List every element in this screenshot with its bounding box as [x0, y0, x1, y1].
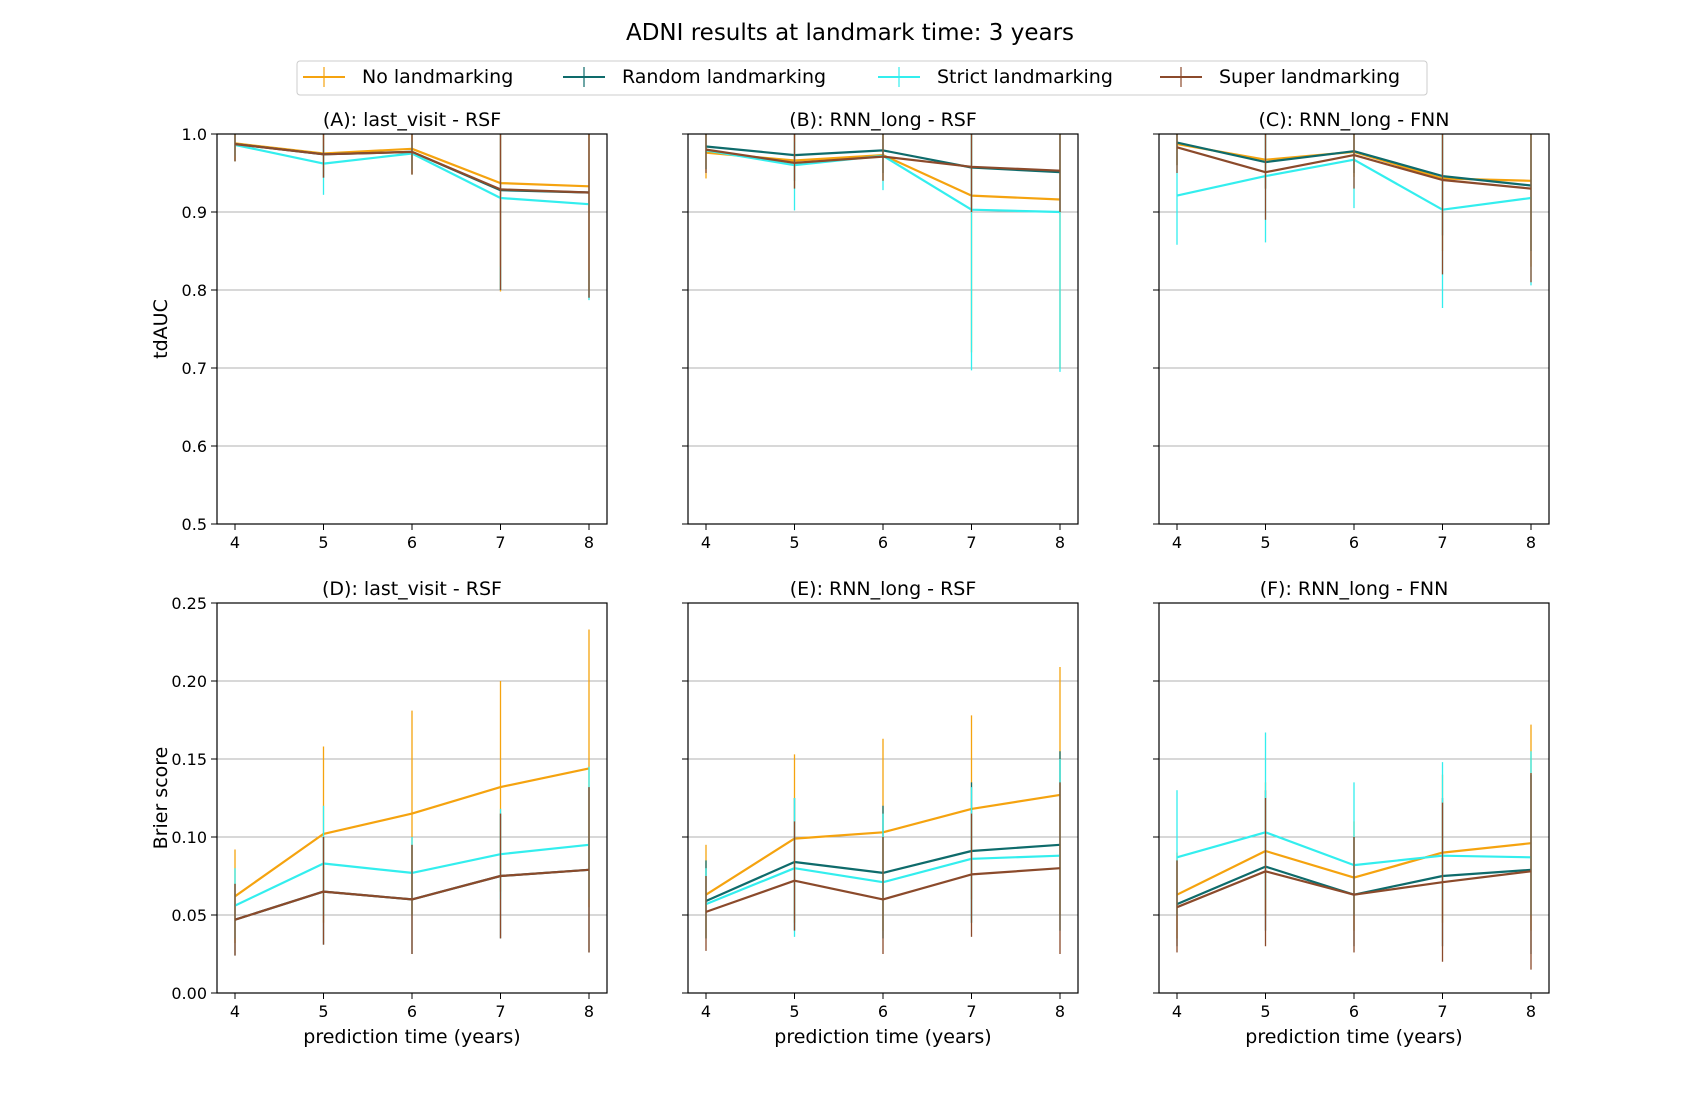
x-tick-label: 6	[1349, 1002, 1359, 1021]
series	[705, 782, 1061, 954]
x-tick-label: 6	[878, 1002, 888, 1021]
x-tick-label: 5	[318, 533, 328, 552]
y-tick-label: 0.00	[171, 984, 207, 1003]
x-tick-label: 8	[1526, 1002, 1536, 1021]
y-axis-label: Brier score	[150, 747, 172, 850]
x-tick-label: 4	[1172, 533, 1182, 552]
y-tick-label: 0.5	[182, 515, 207, 534]
x-tick-label: 7	[966, 533, 976, 552]
series	[1176, 134, 1532, 283]
x-tick-label: 5	[789, 1002, 799, 1021]
legend-item: No landmarking	[303, 66, 513, 88]
axes-frame	[216, 133, 608, 525]
x-tick-label: 5	[318, 1002, 328, 1021]
chart-panel: 4 5 6 7 8 (C): RNN_long - FNN	[1153, 109, 1550, 552]
y-tick-label: 0.9	[182, 203, 207, 222]
x-tick-label: 5	[789, 533, 799, 552]
panel-title: (C): RNN_long - FNN	[1259, 109, 1450, 131]
chart-panel: 0.00 0.05 0.10 0.15 0.20 0.25 4 5 6 7 8 (D): last_v…	[150, 578, 608, 1048]
x-axis-label: prediction time (years)	[303, 1026, 520, 1048]
axes-frame	[687, 133, 1079, 525]
panel-title: (D): last_visit - RSF	[322, 578, 502, 600]
series	[705, 134, 1061, 212]
panel-title: (A): last_visit - RSF	[323, 109, 501, 131]
y-tick-label: 0.25	[171, 594, 207, 613]
y-tick-label: 0.15	[171, 750, 207, 769]
y-tick-label: 0.05	[171, 906, 207, 925]
x-tick-label: 4	[230, 533, 240, 552]
x-tick-label: 8	[1055, 1002, 1065, 1021]
chart-panel: 4 5 6 7 8 (B): RNN_long - RSF	[682, 109, 1079, 552]
figure-title: ADNI results at landmark time: 3 years	[626, 20, 1074, 46]
series	[234, 787, 590, 956]
x-tick-label: 8	[584, 533, 594, 552]
y-axis-label: tdAUC	[150, 299, 172, 359]
legend-item: Super landmarking	[1160, 66, 1400, 88]
chart-panel: 4 5 6 7 8 (F): RNN_long - FNN prediction time …	[1153, 578, 1550, 1048]
axes-frame	[1158, 602, 1550, 994]
x-tick-label: 6	[1349, 533, 1359, 552]
series-line	[234, 143, 590, 194]
chart-panel: 0.5 0.6 0.7 0.8 0.9 1.0 4 5 6 7 8 (A): last_visit -…	[150, 109, 608, 552]
panel-title: (F): RNN_long - FNN	[1260, 578, 1449, 600]
axes-frame	[1158, 133, 1550, 525]
x-tick-label: 8	[584, 1002, 594, 1021]
y-tick-label: 0.6	[182, 437, 207, 456]
series	[234, 134, 590, 298]
y-tick-label: 0.10	[171, 828, 207, 847]
panel-title: (B): RNN_long - RSF	[789, 109, 977, 131]
y-tick-label: 0.8	[182, 281, 207, 300]
x-tick-label: 6	[407, 1002, 417, 1021]
x-tick-label: 6	[878, 533, 888, 552]
x-tick-label: 7	[495, 533, 505, 552]
y-tick-label: 1.0	[182, 125, 207, 144]
axes-frame	[687, 602, 1079, 994]
legend-label: Super landmarking	[1219, 66, 1400, 88]
legend-item: Random landmarking	[563, 66, 826, 88]
series-line	[705, 148, 1061, 172]
x-tick-label: 7	[966, 1002, 976, 1021]
series-line	[1176, 146, 1532, 190]
legend-frame	[296, 60, 1428, 96]
x-tick-label: 7	[1437, 533, 1447, 552]
x-tick-label: 6	[407, 533, 417, 552]
legend-label: Random landmarking	[622, 66, 826, 88]
x-tick-label: 8	[1055, 533, 1065, 552]
x-axis-label: prediction time (years)	[1245, 1026, 1462, 1048]
legend-item: Strict landmarking	[878, 66, 1113, 88]
series	[1176, 773, 1532, 970]
x-tick-label: 5	[1260, 1002, 1270, 1021]
x-tick-label: 4	[701, 533, 711, 552]
legend-label: Strict landmarking	[937, 66, 1113, 88]
x-tick-label: 5	[1260, 533, 1270, 552]
y-tick-label: 0.20	[171, 672, 207, 691]
chart-panel: 4 5 6 7 8 (E): RNN_long - RSF prediction time …	[682, 578, 1079, 1048]
x-tick-label: 7	[495, 1002, 505, 1021]
series-line	[705, 867, 1061, 913]
x-tick-label: 7	[1437, 1002, 1447, 1021]
legend: No landmarking Random landmarking Strict l…	[296, 60, 1428, 96]
x-tick-label: 4	[701, 1002, 711, 1021]
series-line	[234, 868, 590, 921]
panel-title: (E): RNN_long - RSF	[790, 578, 977, 600]
series-line	[234, 767, 590, 898]
x-axis-label: prediction time (years)	[774, 1026, 991, 1048]
axes-frame	[216, 602, 608, 994]
legend-label: No landmarking	[362, 66, 513, 88]
chart-panels: 0.5 0.6 0.7 0.8 0.9 1.0 4 5 6 7 8 (A): last_visit -…	[150, 109, 1550, 1048]
x-tick-label: 4	[230, 1002, 240, 1021]
x-tick-label: 8	[1526, 533, 1536, 552]
series-line	[1176, 870, 1532, 909]
x-tick-label: 4	[1172, 1002, 1182, 1021]
y-tick-label: 0.7	[182, 359, 207, 378]
